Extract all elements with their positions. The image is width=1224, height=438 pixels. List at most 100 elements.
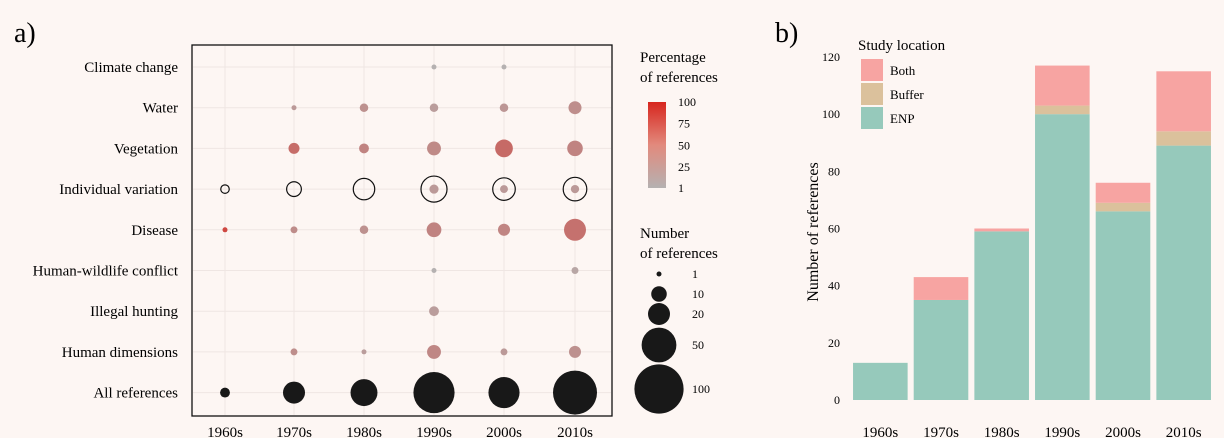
- dot-vegetation-1970s: [288, 142, 300, 154]
- y-label-individual-variation: Individual variation: [59, 182, 178, 198]
- size-legend: Number of references 1 10 20 50 100: [634, 226, 718, 414]
- dot-climate-change-1990s: [431, 64, 437, 70]
- color-legend-tick-100: 100: [678, 95, 696, 109]
- y-tick-40: 40: [828, 279, 840, 293]
- panel-b-y-tick-labels: 0 20 40 60 80 100 120: [822, 50, 840, 407]
- dot-water-1970s: [291, 105, 297, 111]
- dot-all-references-1990s: [413, 372, 455, 414]
- size-legend-title: Number: [640, 226, 689, 242]
- panel-a-dot-plot: a) Climate change Water Vegetation Individu…: [14, 18, 718, 438]
- dot-human-dimensions-2010s: [568, 345, 582, 358]
- y-label-illegal-hunting: Illegal hunting: [90, 304, 178, 320]
- x-label-1960s: 1960s: [207, 425, 243, 438]
- dot-individual-variation-1990s-total: [420, 175, 448, 203]
- bar-1980s-both: [974, 228, 1029, 232]
- dot-individual-variation-1970s-total: [286, 181, 302, 198]
- y-tick-60: 60: [828, 222, 840, 236]
- y-tick-20: 20: [828, 336, 840, 350]
- bar-1970s-enp: [913, 299, 969, 400]
- dot-vegetation-2000s: [495, 139, 513, 158]
- bar-1990s-enp: [1035, 114, 1090, 401]
- y-label-all-references: All references: [93, 386, 178, 402]
- dot-disease-2010s: [564, 218, 586, 241]
- panel-a-label: a): [14, 18, 36, 49]
- dot-disease-1960s: [222, 227, 228, 233]
- size-legend-tick-1: 1: [692, 267, 698, 281]
- color-legend: Percentage of references 100 75 50 25 1: [640, 50, 718, 195]
- dot-disease-1980s: [359, 225, 369, 235]
- bar-1960s-enp: [853, 362, 908, 400]
- dot-water-1990s: [429, 103, 439, 112]
- dot-human-wildlife-conflict-2010s: [571, 267, 579, 274]
- panel-b-legend: Study location Both Buffer ENP: [854, 36, 974, 130]
- x-label-1990s: 1990s: [416, 425, 452, 438]
- color-legend-bar: [648, 102, 666, 188]
- size-legend-dot-1: [656, 271, 662, 277]
- legend-swatch-both: [861, 59, 883, 81]
- size-legend-dot-50: [641, 327, 677, 363]
- panel-b-y-axis-label: Number of references: [805, 162, 822, 301]
- size-legend-dot-10: [651, 286, 667, 302]
- panel-a-x-tick-labels: 1960s 1970s 1980s 1990s 2000s 2010s: [207, 425, 593, 438]
- x-tick-1990s: 1990s: [1044, 425, 1080, 438]
- color-legend-tick-50: 50: [678, 138, 690, 152]
- x-tick-1960s: 1960s: [862, 425, 898, 438]
- legend-label-buffer: Buffer: [890, 87, 924, 102]
- dot-all-references-2000s: [488, 377, 520, 409]
- color-legend-title: of references: [640, 70, 718, 86]
- bar-2000s-enp: [1095, 211, 1151, 400]
- dot-individual-variation-1990s: [429, 184, 439, 194]
- panel-a-dots: [220, 64, 597, 415]
- y-tick-80: 80: [828, 164, 840, 178]
- dot-climate-change-2000s: [501, 64, 507, 70]
- bar-2000s-both: [1095, 182, 1151, 203]
- x-tick-2000s: 2000s: [1105, 425, 1141, 438]
- color-legend-tick-25: 25: [678, 160, 690, 174]
- x-label-1970s: 1970s: [276, 425, 312, 438]
- dot-individual-variation-2010s-total: [562, 176, 588, 202]
- dot-water-2010s: [568, 101, 582, 115]
- legend-swatch-buffer: [861, 83, 883, 105]
- y-label-water: Water: [143, 101, 178, 117]
- x-label-2000s: 2000s: [486, 425, 522, 438]
- x-tick-2010s: 2010s: [1166, 425, 1202, 438]
- size-legend-dot-20: [648, 303, 670, 325]
- x-label-2010s: 2010s: [557, 425, 593, 438]
- size-legend-dot-100: [634, 364, 684, 414]
- dot-all-references-1960s: [220, 387, 230, 398]
- bar-2010s-enp: [1156, 145, 1211, 400]
- x-tick-1970s: 1970s: [923, 425, 959, 438]
- bar-1970s-both: [913, 277, 969, 300]
- dot-human-dimensions-2000s: [500, 348, 508, 356]
- dot-human-dimensions-1980s: [361, 349, 367, 355]
- dot-disease-1990s: [426, 222, 442, 238]
- y-tick-120: 120: [822, 50, 840, 64]
- dot-water-1980s: [359, 103, 369, 112]
- dot-all-references-1970s: [283, 381, 305, 404]
- panel-a-frame: [191, 44, 613, 417]
- dot-vegetation-1990s: [427, 141, 441, 156]
- bar-2000s-buffer: [1095, 202, 1151, 212]
- dot-human-dimensions-1970s: [290, 348, 298, 356]
- dot-water-2000s: [499, 103, 509, 112]
- bar-1990s-buffer: [1035, 105, 1090, 115]
- dot-disease-2000s: [497, 223, 511, 236]
- legend-swatch-enp: [861, 107, 883, 129]
- x-tick-1980s: 1980s: [984, 425, 1020, 438]
- dot-individual-variation-2000s-total: [492, 177, 516, 201]
- panel-b-stacked-bar-chart: b) 0 20 40 60 80 100 120 1960s 1970s 1980s 1990s 2…: [775, 18, 1211, 438]
- y-tick-100: 100: [822, 107, 840, 121]
- y-label-climate-change: Climate change: [84, 60, 178, 76]
- color-legend-tick-75: 75: [678, 117, 690, 131]
- dot-vegetation-2010s: [567, 140, 583, 157]
- color-legend-title: Percentage: [640, 50, 706, 66]
- dot-individual-variation-2010s: [570, 184, 580, 194]
- y-label-vegetation: Vegetation: [114, 141, 179, 157]
- dot-all-references-2010s: [553, 370, 597, 415]
- y-tick-0: 0: [834, 393, 840, 407]
- dot-illegal-hunting-1990s: [429, 306, 439, 317]
- dot-individual-variation-1960s-total: [220, 184, 230, 194]
- color-legend-tick-1: 1: [678, 181, 684, 195]
- dot-individual-variation-1980s-total: [352, 177, 376, 201]
